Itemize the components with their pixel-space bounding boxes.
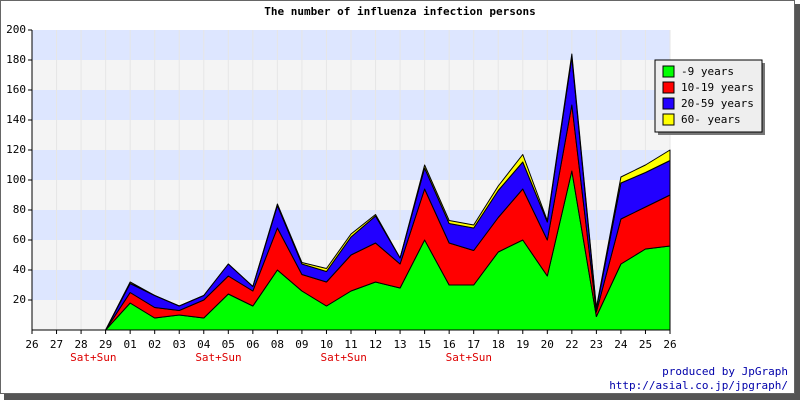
x-tick-label: 24 [614,338,628,351]
y-tick-label: 80 [13,203,26,216]
x-tick-label: 26 [663,338,676,351]
footer: http://asial.co.jp/jpgraph/ [609,379,788,392]
x-tick-label: 28 [74,338,87,351]
x-tick-label: 15 [418,338,431,351]
x-tick-label: 12 [369,338,382,351]
area [31,53,671,331]
annotation: Sat+Sun [70,351,116,364]
x-tick-label: 08 [271,338,284,351]
x-tick-label: 20 [541,338,554,351]
x-tick-label: 09 [295,338,308,351]
x-tick-label: 25 [639,338,652,351]
x-tick-label: 01 [124,338,137,351]
legend-swatch [662,97,675,110]
x-tick-label: 02 [148,338,161,351]
annotation: Sat+Sun [195,351,241,364]
x-tick-label: 03 [173,338,186,351]
legend-label: 20-59 years [681,97,754,110]
x-tick-label: 19 [516,338,529,351]
legend-swatch [662,65,675,78]
x-tick-label: 17 [467,338,480,351]
legend-label: -9 years [681,65,734,78]
y-tick-label: 140 [6,113,26,126]
x-tick-label: 22 [565,338,578,351]
legend-label: 10-19 years [681,81,754,94]
y-tick-label: 40 [13,263,26,276]
x-tick-label: 26 [25,338,38,351]
x-tick-label: 05 [222,338,235,351]
footer: produced by JpGraph [662,365,788,378]
x-tick-label: 06 [246,338,259,351]
annotation: Sat+Sun [320,351,366,364]
legend-label: 60- years [681,113,741,126]
y-tick-label: 160 [6,83,26,96]
legend-swatch [662,81,675,94]
x-tick-label: 11 [344,338,357,351]
x-tick-label: 10 [320,338,333,351]
x-tick-label: 16 [443,338,456,351]
y-tick-label: 200 [6,23,26,36]
y-tick-label: 180 [6,53,26,66]
y-tick-label: 20 [13,293,26,306]
chart-title: The number of influenza infection person… [264,5,536,18]
y-tick-label: 100 [6,173,26,186]
y-tick-label: 120 [6,143,26,156]
annotation: Sat+Sun [446,351,492,364]
x-tick-label: 23 [590,338,603,351]
x-tick-label: 27 [50,338,63,351]
x-tick-label: 18 [492,338,505,351]
x-tick-label: 29 [99,338,112,351]
legend-swatch [662,113,675,126]
x-tick-label: 04 [197,338,211,351]
y-tick-label: 60 [13,233,26,246]
x-tick-label: 13 [393,338,406,351]
